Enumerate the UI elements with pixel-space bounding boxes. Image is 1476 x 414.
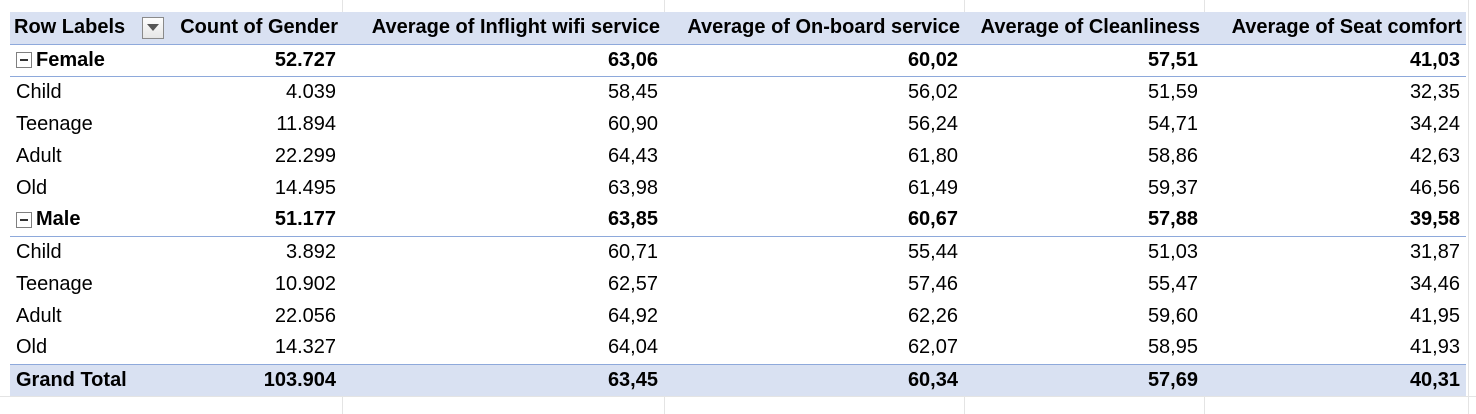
cell-wifi[interactable]: 60,71 [607,240,658,263]
cell-count[interactable]: 14.495 [274,176,336,199]
cell-cleanliness[interactable]: 59,60 [1147,304,1198,327]
cell-wifi[interactable]: 58,45 [607,80,658,103]
row-label[interactable]: Teenage [16,272,93,295]
cell-onboard[interactable]: 62,07 [907,336,958,359]
cell-onboard[interactable]: 56,24 [907,112,958,135]
collapse-minus-icon[interactable] [16,211,32,228]
cell-wifi[interactable]: 63,45 [342,363,664,396]
avg-onboard-header[interactable]: Average of On-board service [664,12,964,45]
group-row-female[interactable]: Female 52.727 63,06 60,02 57,51 41,03 [10,44,1466,77]
table-row[interactable]: Old 14.327 64,04 62,07 58,95 41,93 [10,332,1466,364]
table-row[interactable]: Child 4.039 58,45 56,02 51,59 32,35 [10,76,1466,108]
row-label[interactable]: Child [16,240,62,263]
cell-onboard[interactable]: 60,02 [664,44,964,77]
grand-total-label[interactable]: Grand Total [10,363,168,396]
cell-count[interactable]: 22.299 [274,144,336,167]
gridline [1468,0,1469,414]
row-label[interactable]: Adult [16,304,62,327]
cell-seat-comfort[interactable]: 41,03 [1204,44,1466,77]
dropdown-filter-icon[interactable] [142,16,164,39]
cell-wifi[interactable]: 63,85 [342,204,664,237]
cell-count[interactable]: 22.056 [274,304,336,327]
cell-seat-comfort[interactable]: 46,56 [1409,176,1460,199]
gridline [0,396,1476,397]
cell-cleanliness[interactable]: 57,69 [964,363,1204,396]
avg-wifi-header[interactable]: Average of Inflight wifi service [342,12,664,45]
row-label[interactable]: Old [16,176,48,199]
cell-count[interactable]: 4.039 [285,80,336,103]
cell-seat-comfort[interactable]: 32,35 [1409,80,1460,103]
cell-onboard[interactable]: 61,49 [907,176,958,199]
table-row[interactable]: Teenage 11.894 60,90 56,24 54,71 34,24 [10,108,1466,140]
cell-seat-comfort[interactable]: 42,63 [1409,144,1460,167]
cell-wifi[interactable]: 63,98 [607,176,658,199]
cell-seat-comfort[interactable]: 34,24 [1409,112,1460,135]
avg-seat-comfort-header[interactable]: Average of Seat comfort [1204,12,1466,45]
cell-wifi[interactable]: 64,04 [607,336,658,359]
table-row[interactable]: Old 14.495 63,98 61,49 59,37 46,56 [10,172,1466,204]
row-label[interactable]: Adult [16,144,62,167]
row-labels-header-text: Row Labels [14,16,126,39]
cell-cleanliness[interactable]: 59,37 [1147,176,1198,199]
cell-cleanliness[interactable]: 58,95 [1147,336,1198,359]
row-labels-header: Row Labels [10,12,168,45]
cell-onboard[interactable]: 60,34 [664,363,964,396]
cell-seat-comfort[interactable]: 40,31 [1204,363,1466,396]
cell-onboard[interactable]: 56,02 [907,80,958,103]
cell-cleanliness[interactable]: 58,86 [1147,144,1198,167]
cell-count[interactable]: 51.177 [168,204,342,237]
cell-wifi[interactable]: 60,90 [607,112,658,135]
cell-cleanliness[interactable]: 51,59 [1147,80,1198,103]
cell-count[interactable]: 11.894 [276,112,336,135]
cell-count[interactable]: 3.892 [285,240,336,263]
group-label: Female [36,48,105,71]
cell-cleanliness[interactable]: 54,71 [1147,112,1198,135]
row-label[interactable]: Child [16,80,62,103]
group-label: Male [36,208,81,231]
grand-total-row[interactable]: Grand Total 103.904 63,45 60,34 57,69 40… [10,363,1466,396]
count-gender-header[interactable]: Count of Gender [168,12,342,45]
cell-count[interactable]: 103.904 [168,363,342,396]
cell-seat-comfort[interactable]: 41,93 [1409,336,1460,359]
cell-seat-comfort[interactable]: 34,46 [1409,272,1460,295]
group-row-male[interactable]: Male 51.177 63,85 60,67 57,88 39,58 [10,204,1466,237]
cell-cleanliness[interactable]: 57,88 [964,204,1204,237]
cell-cleanliness[interactable]: 57,51 [964,44,1204,77]
cell-onboard[interactable]: 60,67 [664,204,964,237]
collapse-minus-icon[interactable] [16,52,32,68]
cell-count[interactable]: 14.327 [274,336,336,359]
cell-cleanliness[interactable]: 55,47 [1147,272,1198,295]
cell-wifi[interactable]: 64,92 [607,304,658,327]
cell-onboard[interactable]: 55,44 [907,240,958,263]
row-label[interactable]: Old [16,336,48,359]
cell-seat-comfort[interactable]: 41,95 [1409,304,1460,327]
table-row[interactable]: Child 3.892 60,71 55,44 51,03 31,87 [10,236,1466,268]
cell-cleanliness[interactable]: 51,03 [1147,240,1198,263]
cell-seat-comfort[interactable]: 39,58 [1204,204,1466,237]
cell-count[interactable]: 52.727 [168,44,342,77]
cell-seat-comfort[interactable]: 31,87 [1409,240,1460,263]
avg-cleanliness-header[interactable]: Average of Cleanliness [964,12,1204,45]
cell-wifi[interactable]: 64,43 [607,144,658,167]
cell-onboard[interactable]: 62,26 [907,304,958,327]
cell-onboard[interactable]: 57,46 [907,272,958,295]
row-label[interactable]: Teenage [16,112,93,135]
table-row[interactable]: Adult 22.056 64,92 62,26 59,60 41,95 [10,300,1466,332]
table-row[interactable]: Adult 22.299 64,43 61,80 58,86 42,63 [10,140,1466,172]
pivot-header-row: Row Labels Count of Gender Average of In… [10,12,1466,45]
table-row[interactable]: Teenage 10.902 62,57 57,46 55,47 34,46 [10,268,1466,300]
cell-wifi[interactable]: 62,57 [607,272,658,295]
cell-count[interactable]: 10.902 [274,272,336,295]
pivot-table: Row Labels Count of Gender Average of In… [10,12,1466,396]
cell-onboard[interactable]: 61,80 [907,144,958,167]
cell-wifi[interactable]: 63,06 [342,44,664,77]
